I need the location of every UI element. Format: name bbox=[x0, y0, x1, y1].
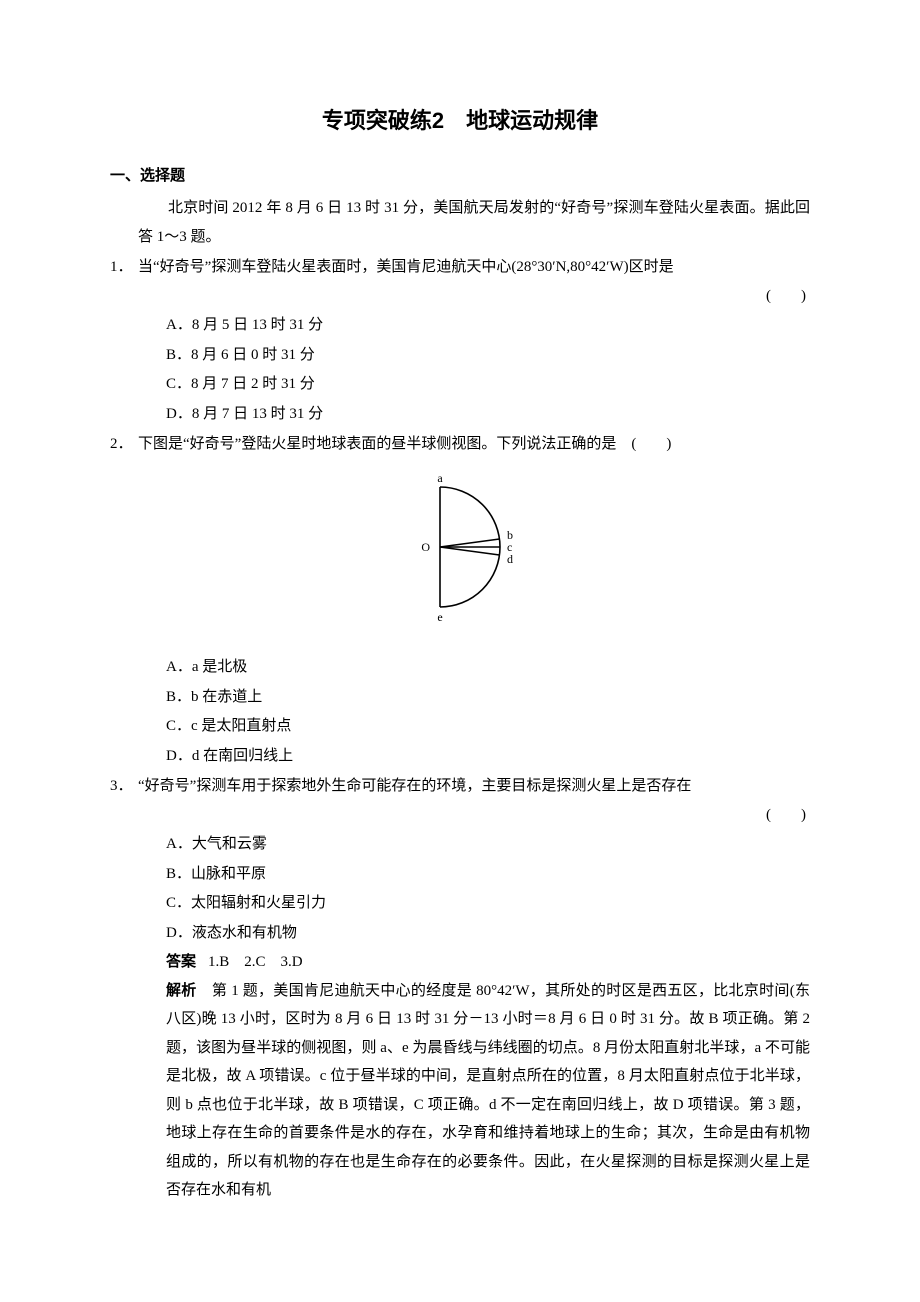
question-3-options: A．大气和云雾 B．山脉和平原 C．太阳辐射和火星引力 D．液态水和有机物 bbox=[166, 830, 810, 947]
option-c: C．c 是太阳直射点 bbox=[166, 712, 810, 741]
option-b: B．b 在赤道上 bbox=[166, 683, 810, 712]
figure-daylight-hemisphere: a e O b c d bbox=[110, 469, 810, 640]
figure-label-e: e bbox=[437, 610, 442, 624]
question-3: 3． “好奇号”探测车用于探索地外生命可能存在的环境，主要目标是探测火星上是否存… bbox=[110, 772, 810, 801]
question-stem: 当“好奇号”探测车登陆火星表面时，美国肯尼迪航天中心(28°30′N,80°42… bbox=[138, 253, 810, 282]
explain-label: 解析 bbox=[166, 982, 197, 999]
option-c: C．8 月 7 日 2 时 31 分 bbox=[166, 370, 810, 399]
question-number: 3． bbox=[110, 772, 138, 801]
question-stem: “好奇号”探测车用于探索地外生命可能存在的环境，主要目标是探测火星上是否存在 bbox=[138, 772, 810, 801]
option-d: D．8 月 7 日 13 时 31 分 bbox=[166, 400, 810, 429]
question-1: 1． 当“好奇号”探测车登陆火星表面时，美国肯尼迪航天中心(28°30′N,80… bbox=[110, 253, 810, 282]
option-b: B．山脉和平原 bbox=[166, 860, 810, 889]
question-number: 2． bbox=[110, 430, 138, 459]
option-b: B．8 月 6 日 0 时 31 分 bbox=[166, 341, 810, 370]
figure-label-a: a bbox=[437, 471, 443, 485]
question-stem: 下图是“好奇号”登陆火星时地球表面的昼半球侧视图。下列说法正确的是 ( ) bbox=[138, 430, 810, 459]
figure-label-O: O bbox=[421, 540, 430, 554]
option-c: C．太阳辐射和火星引力 bbox=[166, 889, 810, 918]
option-d: D．液态水和有机物 bbox=[166, 919, 810, 948]
answers-label: 答案 bbox=[166, 953, 196, 970]
answers-text: 1.B 2.C 3.D bbox=[208, 954, 303, 970]
figure-label-d: d bbox=[507, 552, 513, 566]
intro-paragraph: 北京时间 2012 年 8 月 6 日 13 时 31 分，美国航天局发射的“好… bbox=[138, 194, 810, 251]
option-d: D．d 在南回归线上 bbox=[166, 742, 810, 771]
question-1-options: A．8 月 5 日 13 时 31 分 B．8 月 6 日 0 时 31 分 C… bbox=[166, 311, 810, 428]
section-header: 一、选择题 bbox=[110, 162, 810, 191]
answer-blank-paren: ( ) bbox=[138, 282, 810, 311]
explain-text: 第 1 题，美国肯尼迪航天中心的经度是 80°42′W，其所处的时区是西五区，比… bbox=[166, 983, 810, 1199]
question-number: 1． bbox=[110, 253, 138, 282]
page-title: 专项突破练2 地球运动规律 bbox=[110, 100, 810, 142]
option-a: A．8 月 5 日 13 时 31 分 bbox=[166, 311, 810, 340]
answer-blank-paren: ( ) bbox=[138, 801, 810, 830]
option-a: A．大气和云雾 bbox=[166, 830, 810, 859]
answers-line: 答案 1.B 2.C 3.D bbox=[166, 948, 810, 977]
explanation-paragraph: 解析 第 1 题，美国肯尼迪航天中心的经度是 80°42′W，其所处的时区是西五… bbox=[166, 977, 810, 1205]
question-2-options: A．a 是北极 B．b 在赤道上 C．c 是太阳直射点 D．d 在南回归线上 bbox=[166, 653, 810, 770]
option-a: A．a 是北极 bbox=[166, 653, 810, 682]
question-2: 2． 下图是“好奇号”登陆火星时地球表面的昼半球侧视图。下列说法正确的是 ( ) bbox=[110, 430, 810, 459]
